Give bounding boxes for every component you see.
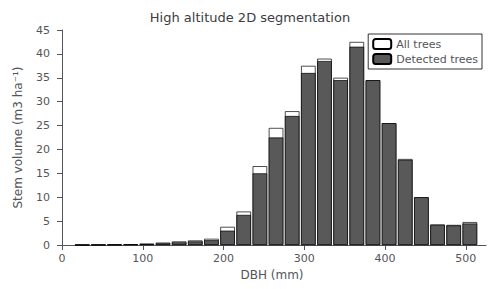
svg-text:Detected trees: Detected trees (396, 53, 478, 66)
svg-text:40: 40 (36, 47, 50, 60)
svg-text:10: 10 (36, 191, 50, 204)
svg-text:0: 0 (43, 239, 50, 252)
svg-text:200: 200 (213, 252, 234, 265)
svg-text:30: 30 (36, 95, 50, 108)
svg-text:5: 5 (43, 215, 50, 228)
svg-text:15: 15 (36, 167, 50, 180)
svg-text:0: 0 (59, 252, 66, 265)
svg-text:400: 400 (375, 252, 396, 265)
svg-text:20: 20 (36, 143, 50, 156)
svg-text:500: 500 (455, 252, 476, 265)
svg-text:25: 25 (36, 119, 50, 132)
svg-text:45: 45 (36, 24, 50, 37)
svg-text:DBH (mm): DBH (mm) (240, 268, 303, 282)
svg-text:100: 100 (132, 252, 153, 265)
svg-text:All trees: All trees (396, 38, 441, 51)
svg-text:35: 35 (36, 71, 50, 84)
svg-text:300: 300 (294, 252, 315, 265)
svg-text:High altitude 2D segmentation: High altitude 2D segmentation (150, 10, 350, 25)
svg-text:Stem volume (m3 ha⁻¹): Stem volume (m3 ha⁻¹) (11, 66, 25, 208)
